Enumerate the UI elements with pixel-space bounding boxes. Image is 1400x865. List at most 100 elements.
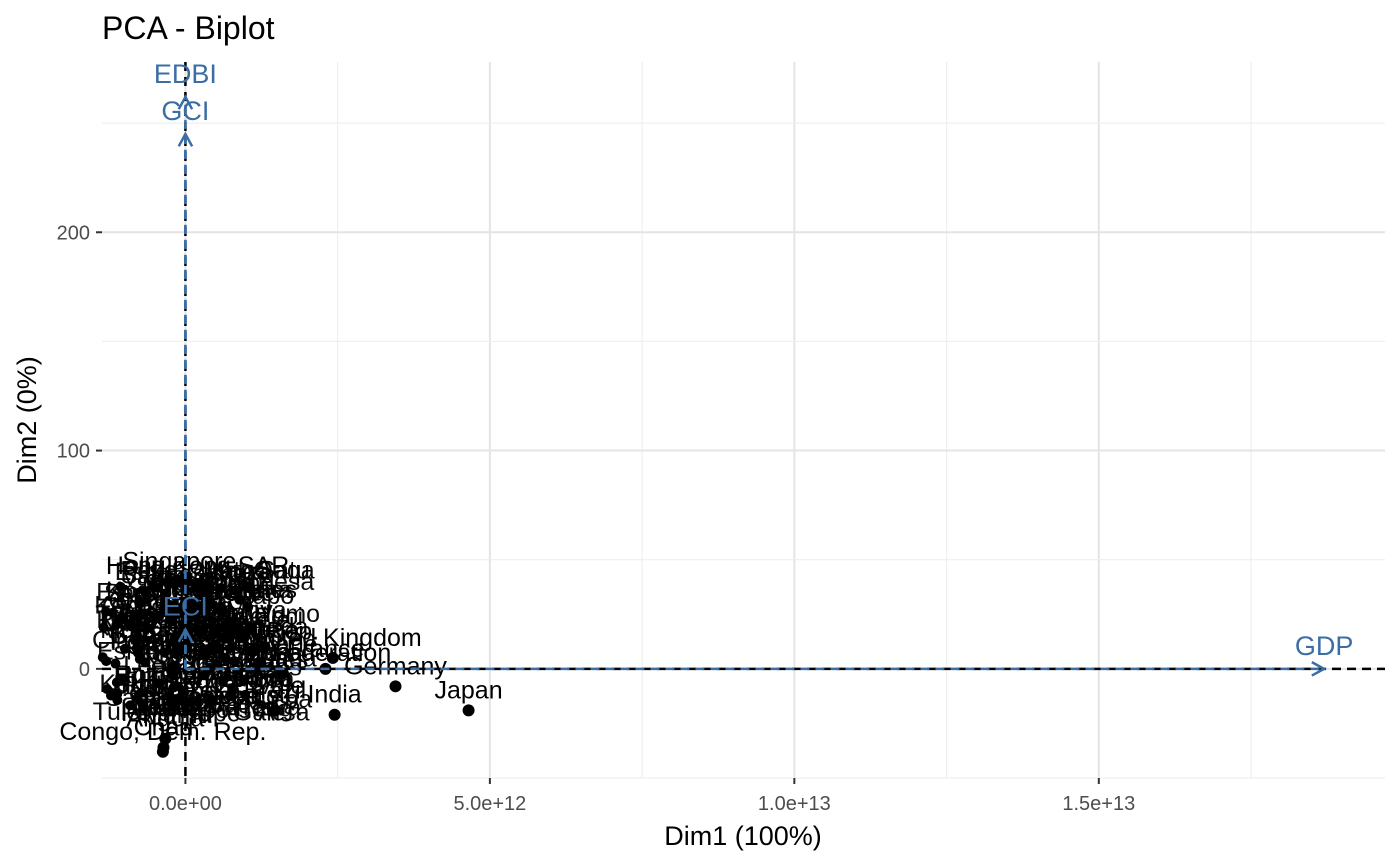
- cloud-point: [117, 612, 128, 623]
- data-point: [328, 708, 341, 721]
- y-tick-label: 100: [57, 441, 90, 463]
- arrow-head: [177, 626, 194, 643]
- point-label: Germany: [344, 652, 447, 680]
- cloud-point: [220, 632, 231, 643]
- cloud-point: [119, 643, 130, 654]
- data-point: [246, 645, 259, 658]
- cloud-point: [174, 693, 185, 704]
- cloud-label: Qaqa: [253, 556, 314, 584]
- cloud-point: [240, 689, 251, 700]
- cloud-label: Peke: [120, 556, 177, 584]
- cloud-point: [117, 673, 128, 684]
- cloud-point: [132, 610, 143, 621]
- cloud-point: [107, 607, 118, 618]
- cloud-point: [115, 581, 126, 592]
- x-tick-label: 1.5e+13: [1062, 793, 1135, 815]
- chart-title: PCA - Biplot: [102, 10, 275, 46]
- cloud-point: [243, 625, 254, 636]
- cloud-point: [159, 647, 170, 658]
- cloud-point: [112, 695, 123, 706]
- cloud-point: [165, 608, 176, 619]
- point-label: Angola: [126, 705, 204, 733]
- point-label: Switzerland: [145, 569, 274, 597]
- data-point: [258, 641, 271, 654]
- arrow-head: [177, 131, 194, 147]
- variable-label: ECI: [163, 592, 208, 622]
- zero-lines: [102, 62, 1385, 778]
- cloud-point: [198, 670, 209, 681]
- cloud-point: [126, 621, 137, 632]
- point-label: Italy: [236, 630, 282, 658]
- y-axis-title: Dim2 (0%): [12, 356, 42, 484]
- data-point: [276, 667, 289, 680]
- cloud-point: [227, 682, 238, 693]
- y-tick-label: 0: [79, 659, 90, 681]
- cloud-point: [190, 611, 201, 622]
- cloud-label: Eshu: [115, 558, 172, 586]
- point-label: Japan: [435, 676, 503, 704]
- cloud-point: [245, 581, 256, 592]
- point-label: France: [287, 635, 365, 663]
- data-point: [268, 704, 281, 717]
- cloud-point: [218, 675, 229, 686]
- data-point: [191, 579, 204, 592]
- cloud-point: [161, 588, 172, 599]
- cloud-label: Koqa: [212, 558, 270, 586]
- cloud-point: [170, 631, 181, 642]
- cloud-label: Roro: [121, 671, 175, 699]
- cloud-point: [138, 703, 149, 714]
- point-label: Singapore: [122, 548, 236, 576]
- data-point: [389, 680, 402, 693]
- cloud-label: Maba: [203, 557, 266, 585]
- cloud-point: [239, 674, 250, 685]
- cloud-point: [224, 691, 235, 702]
- point-label: Russian Federation: [174, 639, 391, 667]
- cloud-label: Esmo: [96, 578, 160, 606]
- cloud-point: [205, 693, 216, 704]
- x-tick-label: 5.0e+12: [453, 793, 526, 815]
- data-point: [215, 603, 228, 616]
- cloud-label: Poci: [254, 603, 303, 631]
- point-label: Congo, Dem. Rep.: [59, 718, 266, 746]
- cloud-point: [174, 603, 185, 614]
- cloud-point: [215, 583, 226, 594]
- cloud-point: [167, 616, 178, 627]
- cloud-label: Letu: [206, 556, 255, 584]
- point-label: Chad: [134, 713, 194, 741]
- cloud-point: [229, 655, 240, 666]
- data-point: [173, 575, 186, 588]
- cloud-point: [97, 652, 108, 663]
- arrow-head: [1311, 661, 1327, 677]
- cloud-point: [229, 585, 240, 596]
- x-axis-title: Dim1 (100%): [664, 821, 822, 851]
- cloud-label: Estu: [250, 681, 300, 709]
- cloud-point: [221, 655, 232, 666]
- cloud-point: [152, 612, 163, 623]
- data-point: [203, 597, 216, 610]
- point-label: Korea, Rep.: [186, 617, 319, 645]
- cloud-label: Humo: [253, 600, 320, 628]
- cloud-point: [134, 598, 145, 609]
- cloud-point: [193, 697, 204, 708]
- x-tick-label: 1.0e+13: [758, 793, 831, 815]
- cloud-point: [98, 622, 109, 633]
- cloud-point: [131, 643, 142, 654]
- cloud-point: [165, 696, 176, 707]
- data-point: [156, 745, 169, 758]
- cloud-point: [212, 659, 223, 670]
- cloud-label: Lees: [123, 651, 177, 679]
- data-point: [326, 651, 339, 664]
- cloud-point: [132, 693, 143, 704]
- cloud-point: [222, 616, 233, 627]
- cloud-point: [149, 582, 160, 593]
- cloud-point: [111, 619, 122, 630]
- cloud-point: [154, 678, 165, 689]
- variable-label: GDP: [1295, 631, 1354, 661]
- point-label: Canada: [221, 613, 309, 641]
- cloud-point: [225, 643, 236, 654]
- cloud-label: Gaga: [203, 613, 264, 641]
- point-label: Brazil: [244, 676, 307, 704]
- overlapping-point-label-cloud: KoleSahuArgaCileRociVakeKebaMoarPoleBaga…: [92, 556, 320, 729]
